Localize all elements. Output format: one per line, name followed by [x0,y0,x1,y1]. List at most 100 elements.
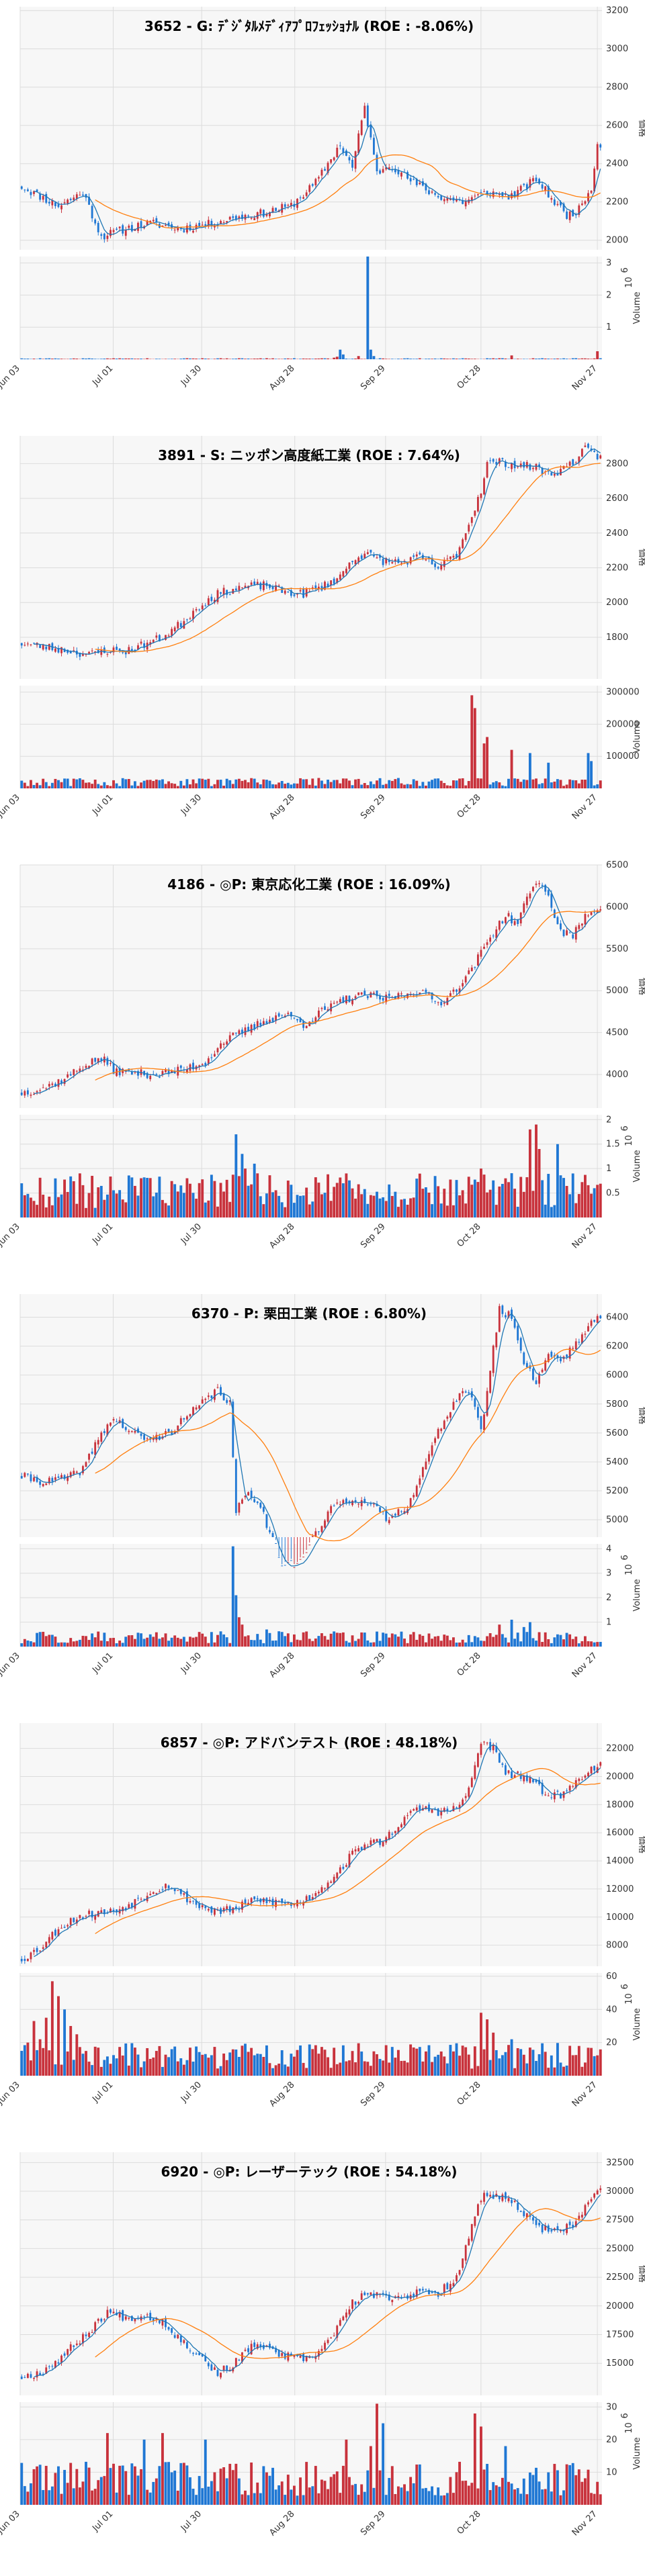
candle-body [513,1775,516,1778]
ma-short-line [34,1313,601,1567]
candle-body [354,996,357,999]
candle-body [339,1867,341,1874]
volume-bar [305,2068,308,2076]
candle-body [305,1025,308,1029]
volume-bar [247,1635,250,1647]
candle-body [462,539,464,549]
candle-body [440,565,443,569]
candle-body [259,209,262,214]
candle-body [281,203,284,213]
candle-body [501,2194,504,2201]
volume-bar [412,2483,415,2505]
candle-body [584,445,587,447]
volume-bar [470,1642,474,1647]
candle-body [57,1476,60,1478]
candle-body [413,1495,415,1498]
volume-bar [222,785,226,788]
volume-bar [48,2490,51,2505]
price-tick-label: 2200 [606,197,628,208]
date-tick-label: Jul 01 [90,1222,115,1246]
volume-bar [394,1634,397,1647]
volume-bar [222,1191,226,1217]
candle-body [400,1824,402,1828]
candle-body [33,1093,35,1095]
candle-body [60,205,62,210]
price-tick-label: 20000 [606,1772,634,1782]
date-tick-label: Oct 28 [456,363,483,391]
candle-body [256,582,259,585]
volume-bar [158,1639,161,1647]
candle-body [36,189,38,192]
volume-bar [216,2068,219,2076]
price-tick-label: 3000 [606,44,628,54]
volume-bar [396,1207,400,1217]
volume-bar [130,1635,134,1647]
candle-body [431,2292,433,2293]
volume-bar [403,2484,406,2505]
volume-bar [482,2469,486,2505]
volume-scale-exponent: 6 [620,1984,630,1989]
volume-bar [541,2489,544,2505]
volume-bar [81,1185,85,1217]
volume-bar [452,780,455,788]
volume-bar [501,1634,504,1647]
candle-body [464,1796,467,1798]
candle-body [406,172,408,179]
volume-bar [191,1193,195,1217]
volume-bar [550,2055,553,2076]
volume-bar [341,2045,345,2076]
candle-body [112,230,115,232]
volume-bar [378,1198,382,1217]
candle-body [269,212,271,217]
volume-bar [38,2039,42,2076]
candle-body [360,2293,363,2300]
candle-body [550,2229,553,2232]
candle-body [476,497,479,512]
volume-bar [87,1640,91,1647]
ma-short-line [34,448,601,655]
candle-body [167,1885,170,1888]
candle-body [271,1017,274,1022]
candle-body [517,1326,519,1340]
candle-body [134,2318,136,2321]
volume-bar [284,1207,287,1217]
volume-bar [210,1175,213,1217]
volume-bar [63,1642,67,1647]
candle-body [183,1893,185,1895]
price-tick-label: 16000 [606,1828,634,1838]
volume-bar [72,1641,75,1647]
volume-bar [562,1639,565,1647]
candle-body [363,1844,366,1850]
volume-axis-label: Volume [632,2437,642,2469]
candle-body [437,1428,439,1438]
volume-bar [433,2495,437,2505]
candle-body [97,222,99,232]
candle-body [541,2225,544,2233]
candle-body [324,1520,326,1528]
candle-body [525,896,528,905]
candle-body [296,1563,298,1564]
volume-bar [38,1177,42,1217]
volume-bar [333,357,336,359]
volume-bar [222,1634,226,1647]
price-tick-label: 4500 [606,1028,628,1038]
volume-bar [198,1632,201,1647]
volume-bar [587,1641,590,1647]
price-tick-label: 5400 [606,1457,628,1467]
volume-bar [259,2054,262,2076]
candle-body [373,1839,375,1843]
candle-body [394,1831,396,1833]
candle-body [308,185,311,192]
candle-body [547,186,550,197]
volume-bar [333,1187,336,1217]
volume-bar [198,2052,201,2076]
candle-body [54,202,56,206]
volume-bar [464,1642,468,1647]
candle-body [281,1565,284,1567]
volume-bar [72,2060,75,2076]
volume-tick-label: 1.5 [606,1140,620,1150]
price-tick-label: 2200 [606,563,628,573]
volume-bar [308,1204,311,1217]
chart-panel-6857: 8000 10000 12000 14000 16000 18000 20000 22000 2… [0,1716,645,2146]
